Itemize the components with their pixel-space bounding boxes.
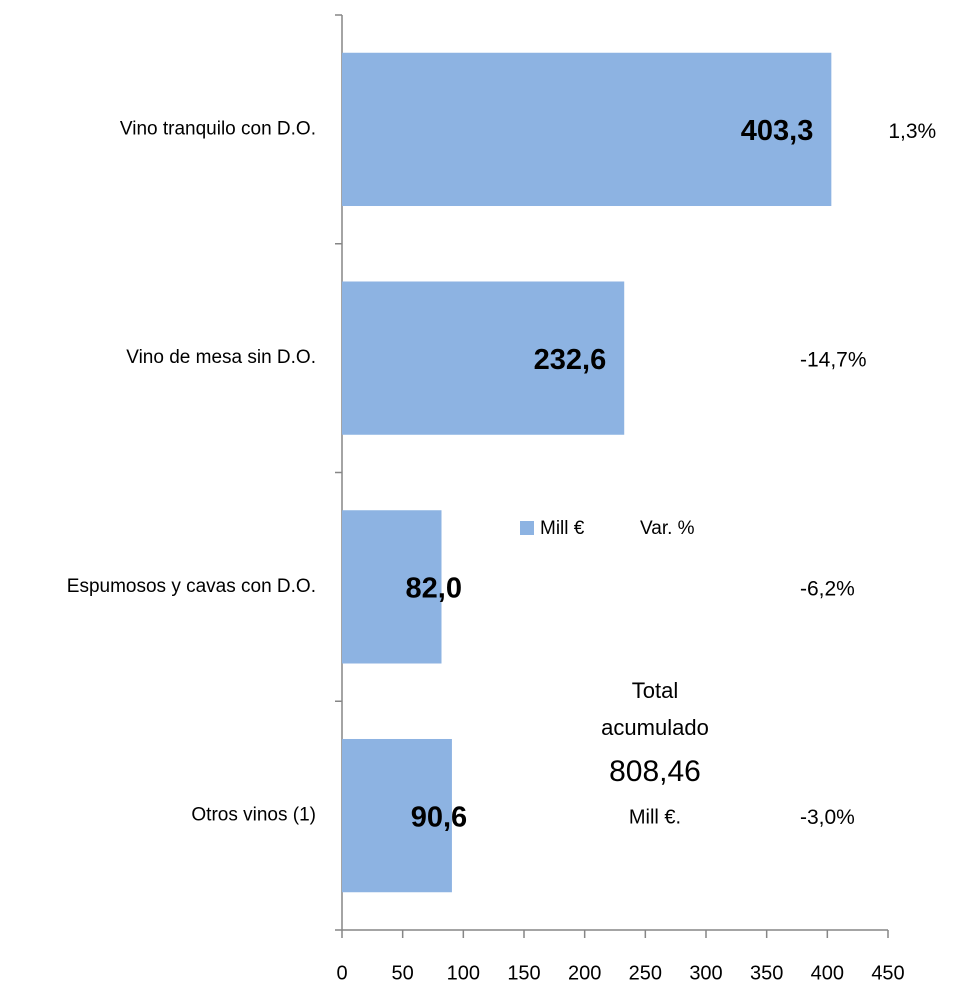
bar bbox=[342, 52, 832, 207]
y-tick-label: Espumosos y cavas con D.O. bbox=[67, 576, 316, 597]
data-label: 90,6 bbox=[411, 801, 467, 833]
data-label: 232,6 bbox=[534, 344, 607, 376]
y-tick-label: Vino de mesa sin D.O. bbox=[126, 347, 316, 368]
annotation: 808,46 bbox=[609, 755, 701, 788]
y-tick-label: Otros vinos (1) bbox=[191, 805, 316, 826]
data-label: 82,0 bbox=[406, 573, 462, 605]
annotation: acumulado bbox=[601, 715, 709, 740]
legend-label: Mill € bbox=[540, 518, 585, 539]
x-tick-label: 250 bbox=[629, 962, 662, 984]
bar bbox=[342, 281, 625, 435]
var-label: -3,0% bbox=[800, 806, 855, 829]
x-tick-label: 50 bbox=[392, 962, 414, 984]
x-tick-label: 100 bbox=[447, 962, 480, 984]
legend-swatch bbox=[520, 521, 534, 535]
x-tick-label: 400 bbox=[811, 962, 844, 984]
var-label: 1,3% bbox=[888, 120, 936, 143]
x-tick-label: 300 bbox=[689, 962, 722, 984]
x-tick-label: 150 bbox=[507, 962, 540, 984]
var-label: -6,2% bbox=[800, 577, 855, 600]
var-label: -14,7% bbox=[800, 349, 867, 372]
bar bbox=[342, 510, 442, 664]
annotation: Total bbox=[632, 678, 678, 703]
bar bbox=[342, 738, 452, 893]
x-tick-label: 350 bbox=[750, 962, 783, 984]
data-label: 403,3 bbox=[741, 115, 814, 147]
legend-label: Var. % bbox=[640, 518, 695, 539]
x-tick-label: 0 bbox=[336, 962, 347, 984]
x-tick-label: 450 bbox=[871, 962, 904, 984]
annotation: Mill €. bbox=[629, 806, 681, 828]
y-tick-label: Vino tranquilo con D.O. bbox=[120, 118, 316, 139]
x-tick-label: 200 bbox=[568, 962, 601, 984]
